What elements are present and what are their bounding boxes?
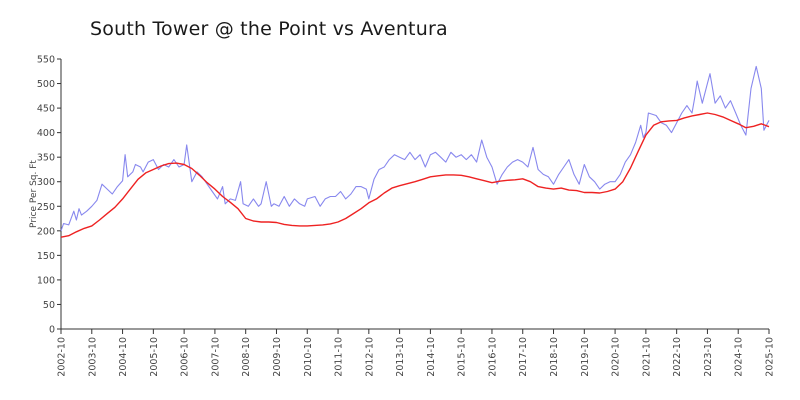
- x-tick-label: 2010-10: [303, 337, 314, 377]
- x-tick-label: 2025-10: [765, 337, 776, 377]
- x-tick-label: 2003-10: [87, 337, 98, 377]
- x-tick-label: 2011-10: [334, 337, 345, 377]
- x-tick-label: 2008-10: [241, 337, 252, 377]
- y-tick-label: 300: [37, 177, 55, 188]
- x-tick-label: 2015-10: [457, 337, 468, 377]
- x-tick-label: 2020-10: [611, 337, 622, 377]
- y-tick-label: 150: [37, 251, 55, 262]
- y-tick-label: 0: [49, 325, 55, 336]
- y-tick-label: 50: [43, 300, 55, 311]
- x-tick-label: 2002-10: [57, 337, 68, 377]
- x-tick-label: 2007-10: [210, 337, 221, 377]
- y-tick-label: 200: [37, 226, 55, 237]
- x-tick-label: 2009-10: [272, 337, 283, 377]
- series-line-red: [60, 112, 770, 238]
- x-tick-label: 2013-10: [395, 337, 406, 377]
- x-tick-label: 2023-10: [703, 337, 714, 377]
- x-axis-ticks: 2002-10 2003-10 2004-10 2005-10 2006-10 2007-…: [57, 329, 776, 377]
- y-tick-label: 350: [37, 153, 55, 164]
- x-tick-label: 2018-10: [549, 337, 560, 377]
- y-tick-label: 500: [37, 79, 55, 90]
- y-tick-label: 550: [37, 55, 55, 66]
- chart-title: South Tower @ the Point vs Aventura: [90, 18, 448, 40]
- y-tick-label: 400: [37, 128, 55, 139]
- x-tick-label: 2019-10: [580, 337, 591, 377]
- x-tick-label: 2005-10: [149, 337, 160, 377]
- x-tick-label: 2021-10: [641, 337, 652, 377]
- x-tick-label: 2006-10: [180, 337, 191, 377]
- x-tick-label: 2022-10: [672, 337, 683, 377]
- x-tick-label: 2014-10: [426, 337, 437, 377]
- y-tick-label: 450: [37, 104, 55, 115]
- x-tick-label: 2016-10: [487, 337, 498, 377]
- y-axis-ticks: 0 50 100 150 200 250 300 350 400 450 500 550: [37, 55, 61, 336]
- x-tick-label: 2004-10: [118, 337, 129, 377]
- x-tick-label: 2024-10: [734, 337, 745, 377]
- y-tick-label: 250: [37, 202, 55, 213]
- y-axis-title: Price Per Sq. Ft: [29, 160, 39, 228]
- x-tick-label: 2017-10: [518, 337, 529, 377]
- y-tick-label: 100: [37, 275, 55, 286]
- x-tick-label: 2012-10: [364, 337, 375, 377]
- series-line-light: [60, 65, 770, 231]
- chart-axes: [60, 59, 769, 330]
- series-group: [60, 65, 770, 238]
